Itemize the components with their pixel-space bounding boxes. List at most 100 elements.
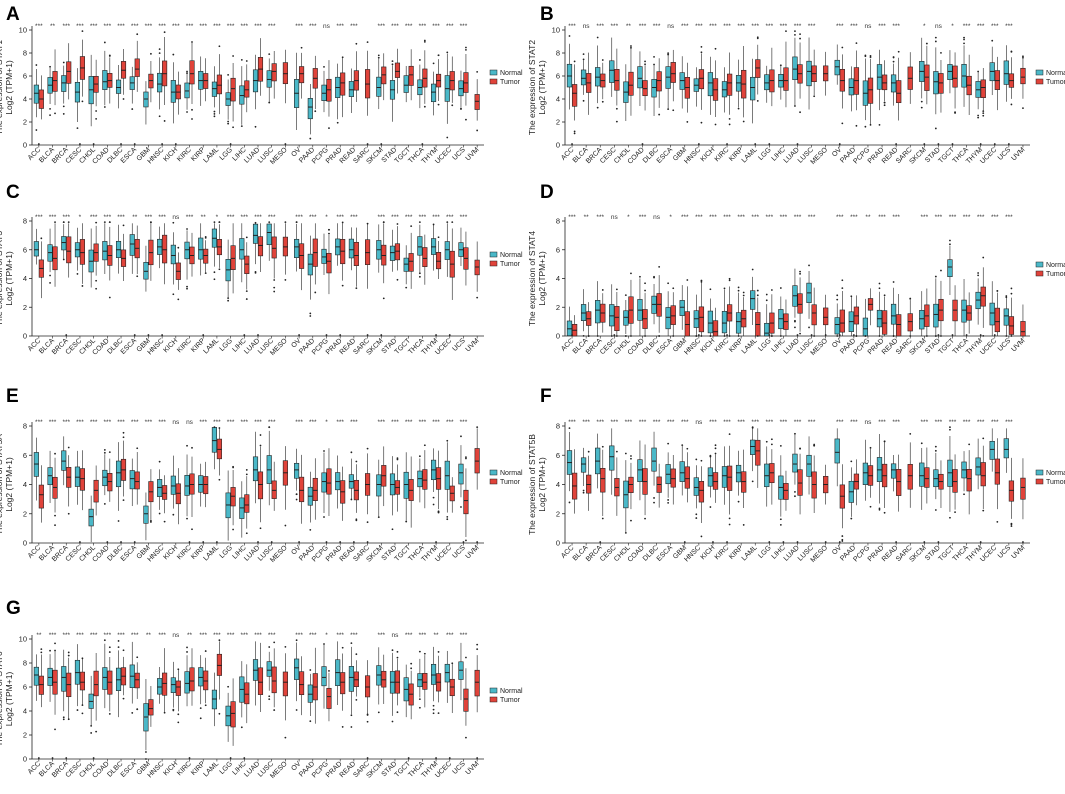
significance-label: *** bbox=[681, 23, 689, 30]
tumor-outlier bbox=[259, 527, 262, 530]
tumor-outlier bbox=[245, 60, 248, 62]
normal-outlier bbox=[977, 114, 980, 117]
normal-outlier bbox=[103, 639, 106, 642]
tumor-outlier bbox=[341, 646, 344, 649]
significance-label: *** bbox=[377, 632, 385, 639]
tumor-outlier bbox=[855, 124, 858, 127]
significance-label: *** bbox=[76, 419, 84, 426]
normal-outlier bbox=[227, 73, 230, 76]
normal-outlier bbox=[667, 442, 670, 445]
tumor-outlier bbox=[587, 450, 590, 453]
normal-outlier bbox=[836, 335, 839, 337]
significance-label: * bbox=[951, 23, 954, 30]
normal-outlier bbox=[172, 709, 175, 712]
tumor-outlier bbox=[284, 524, 287, 527]
tumor-outlier bbox=[799, 270, 801, 273]
tumor-box bbox=[907, 313, 913, 332]
normal-outlier bbox=[227, 299, 230, 302]
outlier-zero bbox=[951, 143, 954, 145]
normal-box bbox=[321, 248, 327, 264]
x-tick-label: ESCA bbox=[120, 146, 139, 165]
outlier-zero bbox=[754, 143, 757, 145]
significance-label: *** bbox=[446, 419, 454, 426]
normal-outlier bbox=[582, 53, 585, 56]
normal-outlier bbox=[62, 258, 65, 261]
panel-letter: B bbox=[540, 4, 554, 25]
significance-label: ** bbox=[584, 214, 590, 221]
normal-box bbox=[834, 59, 840, 76]
y-tick-label: 8 bbox=[23, 49, 27, 58]
significance-label: *** bbox=[199, 632, 207, 639]
tumor-box bbox=[924, 467, 930, 488]
tumor-outlier bbox=[108, 646, 111, 649]
significance-label: *** bbox=[350, 419, 358, 426]
tumor-box bbox=[203, 248, 209, 264]
normal-box bbox=[679, 461, 685, 482]
tumor-outlier bbox=[813, 444, 816, 447]
significance-label: *** bbox=[892, 419, 900, 426]
normal-box bbox=[919, 310, 925, 330]
tumor-outlier bbox=[437, 712, 440, 715]
normal-outlier bbox=[213, 113, 216, 115]
y-tick-label: 8 bbox=[23, 217, 27, 226]
tumor-outlier bbox=[218, 478, 221, 481]
tumor-box bbox=[896, 80, 902, 104]
significance-label: *** bbox=[419, 419, 427, 426]
tumor-box bbox=[474, 94, 480, 110]
significance-label: *** bbox=[295, 23, 303, 30]
x-tick-label: KIRC bbox=[176, 337, 193, 354]
normal-outlier bbox=[878, 287, 881, 290]
normal-outlier bbox=[309, 720, 312, 723]
significance-label: *** bbox=[377, 214, 385, 221]
x-tick-label: KICH bbox=[700, 146, 717, 163]
outlier-zero bbox=[202, 334, 205, 336]
significance-label: *** bbox=[568, 23, 576, 30]
significance-label: *** bbox=[405, 632, 413, 639]
normal-outlier bbox=[199, 717, 202, 720]
y-tick-label: 6 bbox=[23, 245, 27, 254]
x-tick-label: LGG bbox=[757, 337, 772, 352]
tumor-outlier bbox=[191, 118, 193, 120]
tumor-outlier bbox=[300, 46, 303, 49]
tumor-outlier bbox=[841, 540, 844, 542]
x-tick-label: UCS bbox=[451, 760, 467, 776]
tumor-outlier bbox=[355, 42, 358, 45]
significance-label: *** bbox=[780, 419, 788, 426]
significance-label: ns bbox=[186, 419, 194, 426]
tumor-outlier bbox=[954, 511, 956, 513]
normal-outlier bbox=[350, 714, 353, 717]
outlier-zero bbox=[824, 541, 827, 543]
normal-outlier bbox=[35, 64, 38, 66]
tumor-box bbox=[1020, 477, 1026, 500]
tumor-outlier bbox=[108, 451, 111, 454]
normal-outlier bbox=[227, 297, 230, 300]
tumor-box bbox=[134, 471, 140, 490]
normal-outlier bbox=[213, 271, 216, 274]
tumor-box bbox=[422, 469, 428, 490]
tumor-outlier bbox=[451, 104, 454, 107]
normal-outlier bbox=[667, 282, 670, 285]
tumor-outlier bbox=[232, 55, 234, 57]
normal-outlier bbox=[186, 646, 188, 649]
significance-label: *** bbox=[751, 23, 759, 30]
outlier-zero bbox=[993, 334, 996, 336]
tumor-box bbox=[867, 77, 874, 104]
significance-label: *** bbox=[405, 419, 413, 426]
significance-label: * bbox=[79, 214, 82, 221]
tumor-box bbox=[1008, 480, 1015, 502]
tumor-outlier bbox=[742, 120, 745, 123]
normal-outlier bbox=[892, 56, 895, 58]
significance-label: *** bbox=[963, 23, 971, 30]
outlier-zero bbox=[202, 541, 205, 543]
significance-label: * bbox=[627, 214, 630, 221]
legend-tumor-swatch bbox=[489, 260, 498, 267]
significance-label: *** bbox=[49, 214, 57, 221]
significance-label: *** bbox=[172, 23, 180, 30]
normal-outlier bbox=[418, 59, 421, 61]
tumor-outlier bbox=[615, 288, 618, 291]
normal-outlier bbox=[794, 491, 796, 493]
tumor-outlier bbox=[770, 289, 773, 291]
normal-outlier bbox=[653, 63, 655, 66]
x-tick-label: KIRC bbox=[714, 146, 731, 163]
tumor-outlier bbox=[869, 123, 872, 126]
